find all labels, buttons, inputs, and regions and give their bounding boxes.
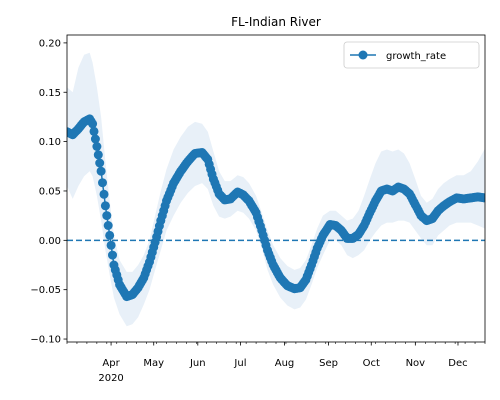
y-tick-label: 0.10 [39,137,61,148]
y-tick-label: −0.05 [30,285,61,296]
data-point-interp [108,250,117,260]
data-point-interp [98,178,107,188]
data-point [92,142,102,151]
x-tick-label: Oct [363,358,380,369]
x-tick-label: Sep [319,358,338,369]
x-tick-label: Aug [275,358,295,369]
legend-marker-icon [358,50,368,60]
x-tick-label: Jun [189,358,206,369]
x-tick-label: Dec [448,358,467,369]
series-marker-layer [67,114,485,302]
data-point-interp [106,240,116,250]
x-axis: Apr 2020 May Jun Jul Aug Sep Oct Nov Dec [66,342,486,384]
data-point [105,230,115,240]
x-tick-label: Jul [233,358,246,369]
data-point [96,166,106,176]
data-point [480,193,485,203]
y-tick-label: −0.10 [30,335,61,346]
data-point-interp [90,134,100,144]
data-point-interp [89,126,99,136]
data-point-interp [93,150,103,160]
y-tick-label: 0.15 [39,88,61,99]
data-point-interp [102,211,112,221]
y-tick-label: 0.00 [39,236,61,247]
x-tick-label: Nov [406,358,426,369]
chart-title: FL-Indian River [231,15,321,29]
x-tick-label: Apr [102,358,120,369]
x-tick-label: May [143,358,164,369]
legend-label-growth-rate: growth_rate [386,51,446,62]
y-axis: −0.10 −0.05 0.00 0.05 0.10 0.15 0.20 [30,38,67,346]
confidence-band-layer [67,52,485,327]
data-point-interp [99,189,109,199]
data-point [100,201,110,211]
y-tick-label: 0.20 [39,38,61,49]
y-tick-label: 0.05 [39,186,61,197]
legend-box [343,41,480,69]
data-point-interp [95,158,105,168]
data-point [88,119,98,129]
confidence-band [67,52,485,327]
data-point-interp [103,221,113,230]
legend: growth_rate [343,41,480,69]
x-tick-year-label: 2020 [98,373,123,384]
